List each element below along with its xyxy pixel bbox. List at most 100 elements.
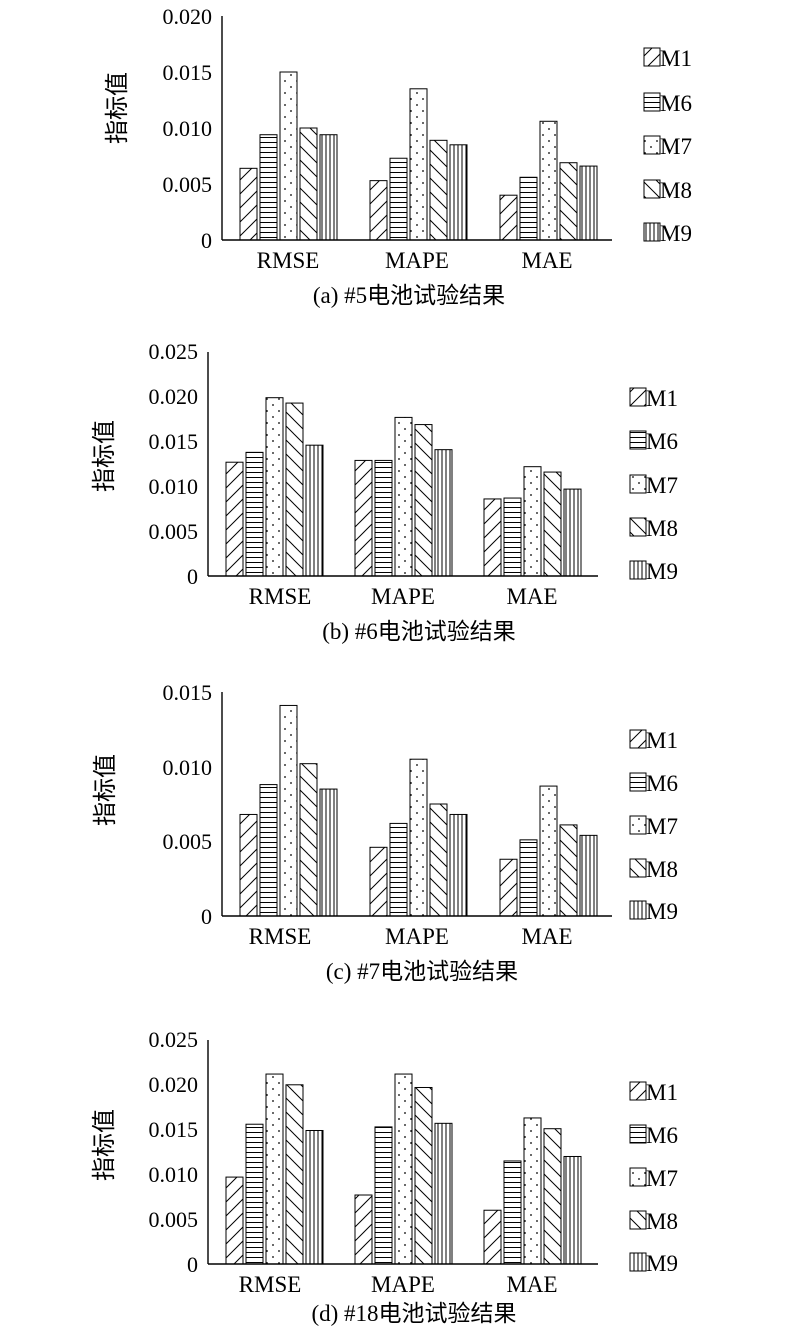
y-tick-label: 0.010 xyxy=(163,755,213,780)
legend-swatch-m7 xyxy=(629,474,647,494)
bar-m6-mape xyxy=(374,1126,393,1265)
y-tick-label: 0.005 xyxy=(163,172,213,197)
y-axis-label: 指标值 xyxy=(104,72,131,144)
x-category-label: MAE xyxy=(506,1272,557,1297)
legend-label: M7 xyxy=(646,1166,678,1191)
y-tick-label: 0.025 xyxy=(149,339,199,364)
bar-m7-rmse xyxy=(265,1073,284,1265)
bar-m1-mae xyxy=(499,858,518,917)
y-tick-label: 0.015 xyxy=(163,60,213,85)
x-category-label: RMSE xyxy=(249,584,312,609)
y-tick-label: 0.010 xyxy=(149,1162,199,1187)
bar-m8-mae xyxy=(559,162,578,241)
y-tick-label: 0.010 xyxy=(163,116,213,141)
legend-swatch-m7 xyxy=(629,1167,647,1187)
chart-title: (c) #7电池试验结果 xyxy=(326,959,518,984)
bar-m1-mape xyxy=(369,180,388,241)
y-tick-label: 0.015 xyxy=(149,1117,199,1142)
panel-a: 0 0.005 0.010 0.015 0.020 指标值 RMSE MAPE … xyxy=(104,4,692,308)
x-category-label: MAE xyxy=(506,584,557,609)
bar-m8-mape xyxy=(414,1086,433,1265)
y-tick-label: 0 xyxy=(201,228,212,253)
x-category-label: MAPE xyxy=(385,248,449,273)
bar-m6-rmse xyxy=(245,1123,264,1265)
bar-m6-rmse xyxy=(259,784,278,917)
bar-m9-mae xyxy=(563,1155,582,1265)
legend-label: M9 xyxy=(646,1251,678,1276)
legend-label: M8 xyxy=(660,178,692,203)
legend-label: M1 xyxy=(646,386,678,411)
bar-m9-rmse xyxy=(319,134,338,241)
bar-m7-mape xyxy=(394,416,413,577)
panel-c: 0 0.005 0.010 0.015 指标值 RMSE MAPE MAE (c… xyxy=(92,680,678,984)
legend-label: M6 xyxy=(646,1123,678,1148)
bar-m8-mae xyxy=(543,1128,562,1265)
chart-title: (a) #5电池试验结果 xyxy=(313,283,505,308)
bar-m8-mape xyxy=(429,139,448,241)
bar-m7-mape xyxy=(409,88,428,241)
bar-m7-rmse xyxy=(279,71,298,241)
legend-label: M8 xyxy=(646,857,678,882)
legend-label: M1 xyxy=(646,728,678,753)
bars-panel-c xyxy=(239,704,598,917)
legend-swatch-m9 xyxy=(643,222,661,242)
bar-m9-mae xyxy=(579,165,598,241)
x-category-label: MAE xyxy=(521,248,572,273)
bars-panel-b xyxy=(225,397,582,577)
bar-m9-mae xyxy=(563,488,582,577)
bar-m1-mae xyxy=(483,498,502,577)
legend-swatch-m6 xyxy=(629,1124,647,1144)
bar-m8-mape xyxy=(414,424,433,577)
bar-m9-mae xyxy=(579,834,598,917)
bar-m6-mae xyxy=(519,176,538,241)
legend-label: M7 xyxy=(660,134,692,159)
y-tick-label: 0.020 xyxy=(163,4,213,29)
bar-m6-mape xyxy=(389,157,408,241)
y-tick-label: 0.020 xyxy=(149,1072,199,1097)
bar-m6-mape xyxy=(374,459,393,577)
y-tick-label: 0.020 xyxy=(149,384,199,409)
legend-label: M6 xyxy=(646,429,678,454)
y-tick-label: 0.025 xyxy=(149,1027,199,1052)
legend-label: M8 xyxy=(646,1209,678,1234)
x-category-label: MAPE xyxy=(371,584,435,609)
y-tick-label: 0.005 xyxy=(163,829,213,854)
legend-swatch-m9 xyxy=(629,1252,647,1272)
chart-title: (d) #18电池试验结果 xyxy=(311,1301,516,1326)
legend: M1 M6 M7 M8 M9 xyxy=(643,46,692,246)
y-axis-label: 指标值 xyxy=(91,1109,118,1181)
bar-m9-rmse xyxy=(305,444,324,577)
bar-m1-mae xyxy=(499,194,518,241)
bar-m8-rmse xyxy=(299,763,318,917)
bar-m7-mae xyxy=(539,785,558,917)
legend-swatch-m6 xyxy=(629,772,647,792)
x-category-label: RMSE xyxy=(239,1272,302,1297)
y-tick-label: 0.015 xyxy=(163,680,213,705)
panel-d: 0 0.005 0.010 0.015 0.020 0.025 指标值 RMSE… xyxy=(91,1027,678,1326)
bar-m6-rmse xyxy=(259,134,278,241)
bar-m7-rmse xyxy=(279,704,298,917)
bar-m7-mae xyxy=(523,466,542,577)
bar-m8-rmse xyxy=(299,127,318,241)
bar-m8-mae xyxy=(543,471,562,577)
legend-swatch-m8 xyxy=(643,179,661,199)
y-tick-label: 0.010 xyxy=(149,474,199,499)
x-category-label: MAPE xyxy=(371,1272,435,1297)
legend-label: M9 xyxy=(646,559,678,584)
bar-m1-rmse xyxy=(239,167,258,241)
bar-m1-mape xyxy=(354,459,373,577)
legend-swatch-m8 xyxy=(629,1210,647,1230)
y-tick-label: 0 xyxy=(187,564,198,589)
legend-swatch-m9 xyxy=(629,900,647,920)
bar-m1-rmse xyxy=(225,1176,244,1265)
legend-swatch-m7 xyxy=(643,135,661,155)
panel-b: 0 0.005 0.010 0.015 0.020 0.025 指标值 RMSE… xyxy=(91,339,678,644)
legend: M1 M6 M7 M8 M9 xyxy=(629,386,678,584)
legend: M1 M6 M7 M8 M9 xyxy=(629,728,678,924)
legend-label: M9 xyxy=(660,221,692,246)
bar-m1-mae xyxy=(483,1209,502,1265)
legend-label: M9 xyxy=(646,899,678,924)
bar-m9-rmse xyxy=(305,1129,324,1265)
legend-swatch-m8 xyxy=(629,858,647,878)
